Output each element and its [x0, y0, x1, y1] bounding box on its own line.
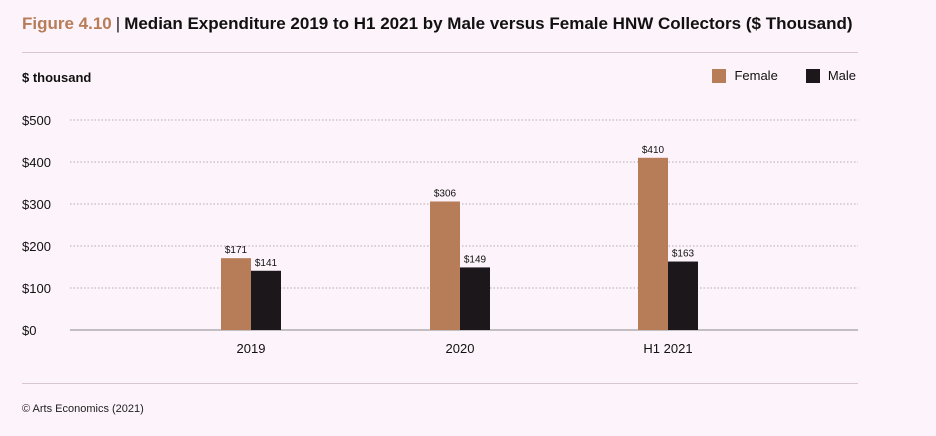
y-tick-label-0: $0 — [22, 323, 36, 338]
bar-female-2019 — [221, 258, 251, 330]
data-label-female-h1-2021: $410 — [642, 145, 665, 156]
bar-female-h1-2021 — [638, 157, 668, 330]
legend-item-female: Female — [712, 68, 778, 83]
legend-swatch-female — [712, 68, 727, 83]
chart-title: Figure 4.10 | Median Expenditure 2019 to H… — [22, 14, 853, 34]
data-label-female-2019: $171 — [225, 245, 248, 256]
title-separator: | — [115, 14, 121, 33]
y-tick-label-200: $200 — [22, 239, 51, 254]
y-tick-label-500: $500 — [22, 113, 51, 128]
x-tick-label-2019: 2019 — [237, 341, 266, 356]
source-note: © Arts Economics (2021) — [22, 403, 144, 415]
bar-male-2019 — [251, 270, 281, 330]
figure-number: Figure 4.10 — [22, 14, 112, 33]
footer-divider — [22, 383, 858, 384]
bar-female-2020 — [430, 201, 460, 330]
data-label-female-2020: $306 — [434, 188, 457, 199]
legend-item-male: Male — [805, 68, 856, 83]
bar-male-2020 — [460, 267, 490, 330]
legend-label-female: Female — [734, 68, 778, 83]
y-tick-label-100: $100 — [22, 281, 51, 296]
figure-title: Median Expenditure 2019 to H1 2021 by Ma… — [124, 14, 853, 33]
bar-male-h1-2021 — [668, 261, 698, 330]
data-label-male-2020: $149 — [464, 254, 487, 265]
y-tick-label-300: $300 — [22, 197, 51, 212]
legend-swatch-male — [805, 68, 820, 83]
title-divider — [22, 52, 858, 53]
legend: Female Male — [684, 68, 856, 83]
y-axis-label: $ thousand — [22, 70, 92, 85]
x-tick-label-2020: 2020 — [446, 341, 475, 356]
y-tick-label-400: $400 — [22, 155, 51, 170]
data-label-male-h1-2021: $163 — [672, 249, 695, 260]
legend-label-male: Male — [827, 68, 856, 83]
x-tick-label-h1-2021: H1 2021 — [643, 341, 692, 356]
data-label-male-2019: $141 — [255, 258, 278, 269]
